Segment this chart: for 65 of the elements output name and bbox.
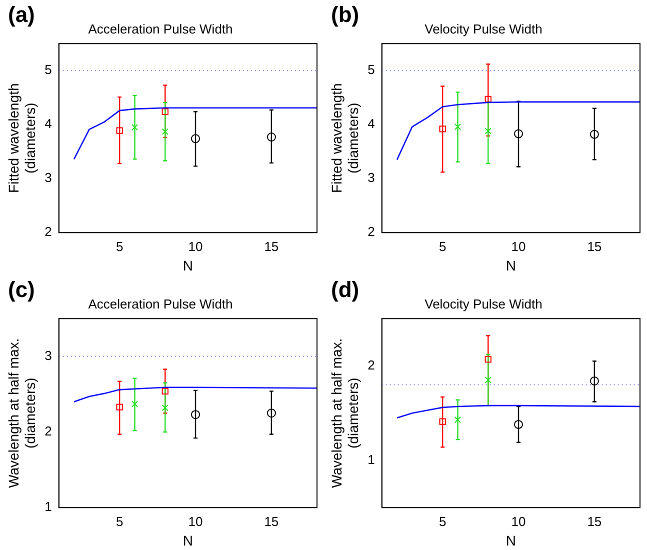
point (514, 420, 524, 429)
y-tick-label: 2 (44, 224, 52, 240)
point (162, 108, 168, 115)
y-axis-title: Wavelength at half max. (diameters) (328, 338, 362, 488)
x-tick-label: 15 (264, 514, 279, 529)
x-tick-label: 15 (587, 238, 602, 254)
point (439, 418, 446, 425)
point (162, 404, 168, 412)
text: (d) (331, 277, 360, 303)
x-tick-label: 5 (438, 514, 446, 529)
text: (c) (8, 277, 35, 303)
point (439, 126, 446, 132)
point (266, 132, 276, 142)
y-axis-title: Wavelength at half max. (diameters) (5, 338, 38, 488)
point (116, 404, 123, 410)
y-tick-label: 3 (44, 170, 52, 186)
point (454, 416, 462, 424)
point (484, 376, 492, 384)
point (484, 128, 492, 134)
y-tick-label: 4 (368, 116, 375, 132)
y-axis-title: Fitted wavelength (diameters) (328, 83, 362, 193)
y-tick-label: 5 (44, 62, 52, 78)
y-tick-label: 3 (44, 348, 52, 363)
point (131, 400, 138, 408)
point (116, 127, 123, 134)
point (131, 124, 138, 131)
y-tick-label: 5 (368, 62, 375, 78)
point (514, 129, 524, 138)
chart-title: Acceleration Pulse Width (88, 21, 233, 36)
x-tick-label: 10 (188, 238, 203, 254)
chart-title: Velocity Pulse Width (424, 21, 542, 36)
point (484, 356, 492, 363)
point (590, 130, 599, 139)
x-tick-label: 5 (116, 514, 124, 529)
y-tick-label: 2 (44, 424, 52, 439)
x-axis-title: N (182, 532, 193, 548)
x-tick-label: 5 (116, 238, 124, 254)
point (162, 388, 168, 395)
point (191, 134, 200, 144)
x-tick-label: 10 (188, 514, 203, 529)
point (454, 123, 462, 130)
chart-title: Acceleration Pulse Width (88, 296, 233, 312)
x-tick-label: 5 (438, 238, 446, 254)
x-tick-label: 10 (511, 238, 526, 254)
point (266, 408, 276, 418)
point (590, 376, 599, 386)
y-tick-label: 4 (44, 116, 52, 132)
point (162, 128, 168, 135)
y-axis-title: Fitted wavelength (diameters) (5, 83, 38, 193)
x-tick-label: 15 (264, 238, 279, 254)
chart-title: Velocity Pulse Width (424, 296, 542, 312)
y-tick-label: 2 (368, 224, 375, 240)
point (191, 410, 200, 420)
x-axis-title: N (506, 532, 516, 548)
y-tick-label: 1 (44, 499, 52, 514)
x-axis-title: N (182, 257, 193, 274)
text: (a) (8, 2, 35, 28)
text: (b) (331, 2, 360, 28)
x-tick-label: 10 (511, 514, 526, 529)
y-tick-label: 2 (368, 357, 375, 372)
y-tick-label: 3 (368, 170, 375, 186)
y-tick-label: 1 (368, 452, 375, 467)
point (484, 96, 492, 103)
x-axis-title: N (506, 257, 516, 274)
x-tick-label: 15 (587, 514, 602, 529)
